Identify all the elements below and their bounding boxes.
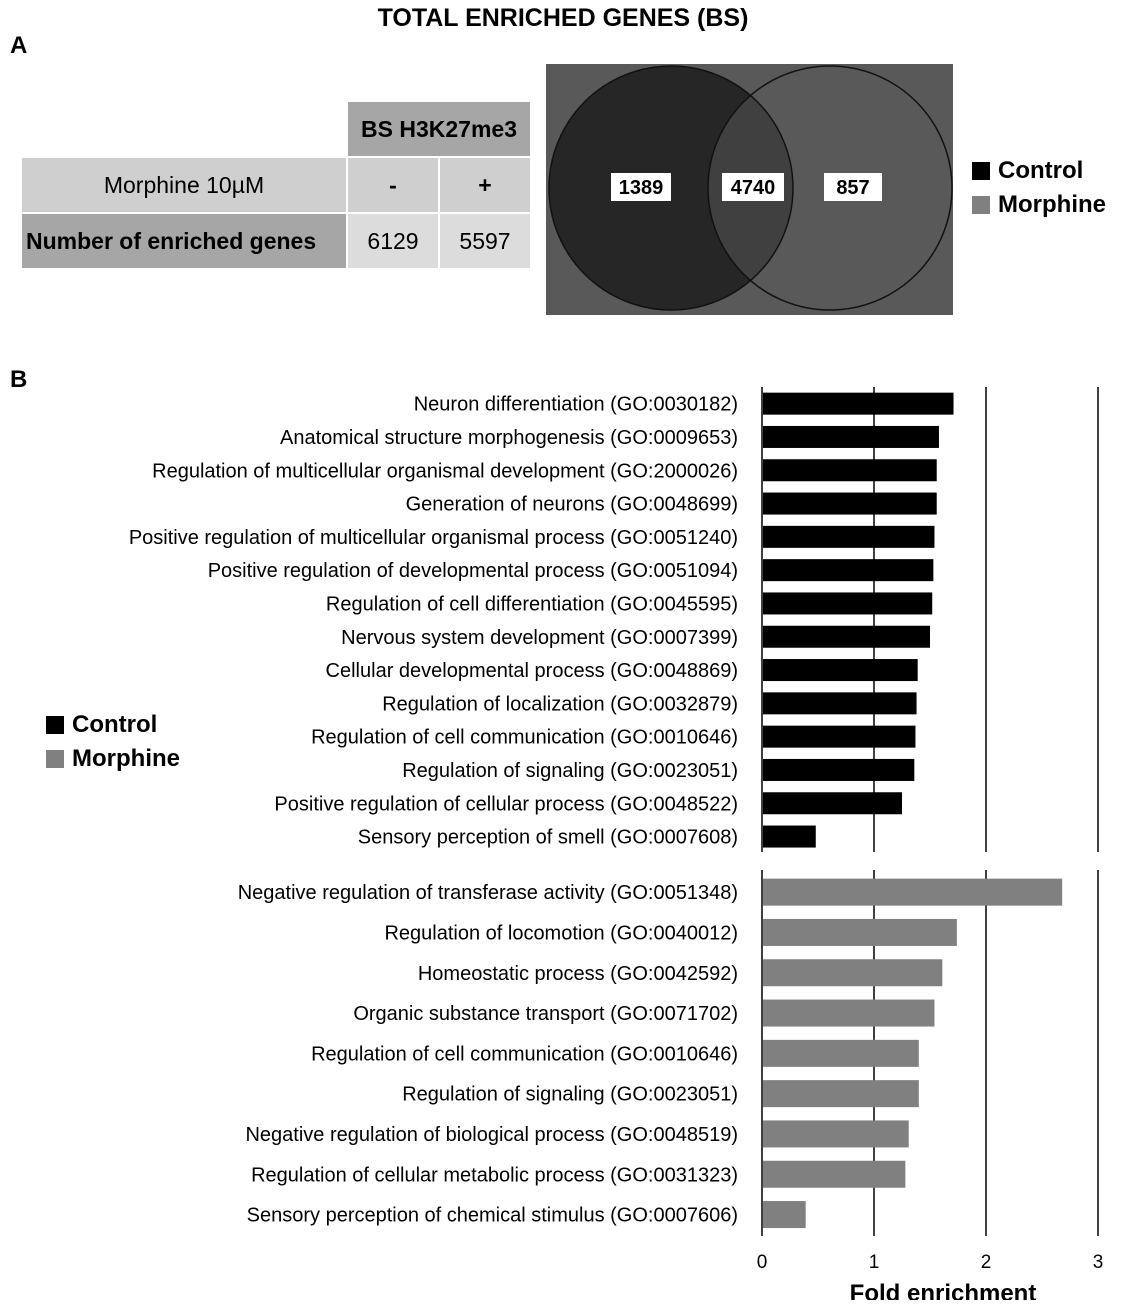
category-label: Regulation of locomotion (GO:0040012) [384,922,738,944]
bar-control [763,692,917,715]
legend-swatch-control [46,716,64,734]
bar-morphine [763,1160,906,1188]
table-cell: + [440,158,530,212]
category-label: Cellular developmental process (GO:00488… [326,660,738,682]
x-tick-label: 0 [757,1252,768,1273]
legend-b: Control Morphine [46,708,180,776]
category-label: Regulation of multicellular organismal d… [152,460,738,482]
category-label: Organic substance transport (GO:0071702) [353,1003,738,1025]
category-label: Neuron differentiation (GO:0030182) [414,394,738,416]
venn-left-box [611,173,671,201]
category-label: Regulation of cell communication (GO:001… [311,727,738,749]
go-bar-chart: Neuron differentiation (GO:0030182) Anato… [129,387,1104,1300]
category-label: Regulation of cellular metabolic process… [251,1164,738,1186]
legend-label-control: Control [72,711,158,738]
bar-morphine [763,1039,919,1067]
x-tick-label: 1 [869,1252,880,1273]
bar-morphine [763,918,957,946]
table-cell: - [348,158,438,212]
bar-control [763,492,937,515]
category-label: Regulation of cell communication (GO:001… [311,1043,738,1065]
panel-a-label: A [10,32,28,59]
category-label: Positive regulation of developmental pro… [208,560,738,582]
table-cell: 6129 [348,214,438,268]
enrichment-table: BS H3K27me3 Morphine 10µM - + Number of … [20,100,532,270]
bar-control [763,792,902,815]
bar-morphine [763,878,1063,906]
legend-a: Control Morphine [972,154,1106,222]
category-label: Homeostatic process (GO:0042592) [418,963,738,985]
bar-control [763,459,937,482]
bar-morphine [763,1201,806,1229]
bar-control [763,559,934,582]
category-label: Generation of neurons (GO:0048699) [406,494,738,516]
bar-control [763,592,933,615]
venn-control-outline [548,65,794,311]
row-label-morphine: Morphine 10µM [22,158,346,212]
bar-morphine [763,1080,919,1108]
venn-right-only-count: 857 [836,177,869,199]
x-tick-label: 2 [981,1252,992,1273]
x-axis-label: Fold enrichment [850,1280,1037,1300]
venn-overlap-region [708,66,793,310]
venn-overlap-box [722,173,784,201]
figure-title: TOTAL ENRICHED GENES (BS) [377,4,749,32]
bar-morphine [763,959,943,987]
row-label-enriched-genes: Number of enriched genes [22,214,346,268]
venn-left-only-count: 1389 [619,177,664,199]
table-row: Number of enriched genes 6129 5597 [22,214,530,268]
category-label: Positive regulation of multicellular org… [129,527,738,549]
venn-overlap-count: 4740 [731,177,776,199]
legend-label-morphine: Morphine [72,745,180,772]
category-label: Nervous system development (GO:0007399) [341,627,738,649]
venn-diagram: 1389 4740 857 [546,64,953,315]
category-label: Regulation of signaling (GO:0023051) [402,1084,738,1106]
legend-label-control: Control [998,157,1084,184]
category-label: Sensory perception of chemical stimulus … [247,1205,738,1227]
bar-morphine [763,1120,909,1148]
panel-b-label: B [10,366,28,393]
legend-label-morphine: Morphine [998,191,1106,218]
bar-control [763,758,915,781]
category-label: Negative regulation of transferase activ… [238,882,738,904]
bar-control [763,392,954,415]
bar-control [763,525,935,548]
table-row: Morphine 10µM - + [22,158,530,212]
category-label: Positive regulation of cellular process … [274,793,738,815]
venn-right-box [824,173,882,201]
legend-swatch-control [972,162,990,180]
category-label: Regulation of signaling (GO:0023051) [402,760,738,782]
table-group-header: BS H3K27me3 [348,102,530,156]
category-label: Negative regulation of biological proces… [245,1124,738,1146]
venn-morphine-outline [707,65,953,311]
x-tick-label: 3 [1093,1252,1104,1273]
bar-control [763,625,930,648]
bar-morphine [763,999,935,1027]
category-label: Anatomical structure morphogenesis (GO:0… [280,427,738,449]
legend-swatch-morphine [972,196,990,214]
table-cell: 5597 [440,214,530,268]
bar-control [763,659,918,682]
bar-control [763,425,939,448]
bar-control [763,725,916,748]
category-label: Regulation of localization (GO:0032879) [382,693,738,715]
bar-control [763,825,816,848]
category-label: Sensory perception of smell (GO:0007608) [358,827,738,849]
category-label: Regulation of cell differentiation (GO:0… [326,593,738,615]
legend-swatch-morphine [46,750,64,768]
